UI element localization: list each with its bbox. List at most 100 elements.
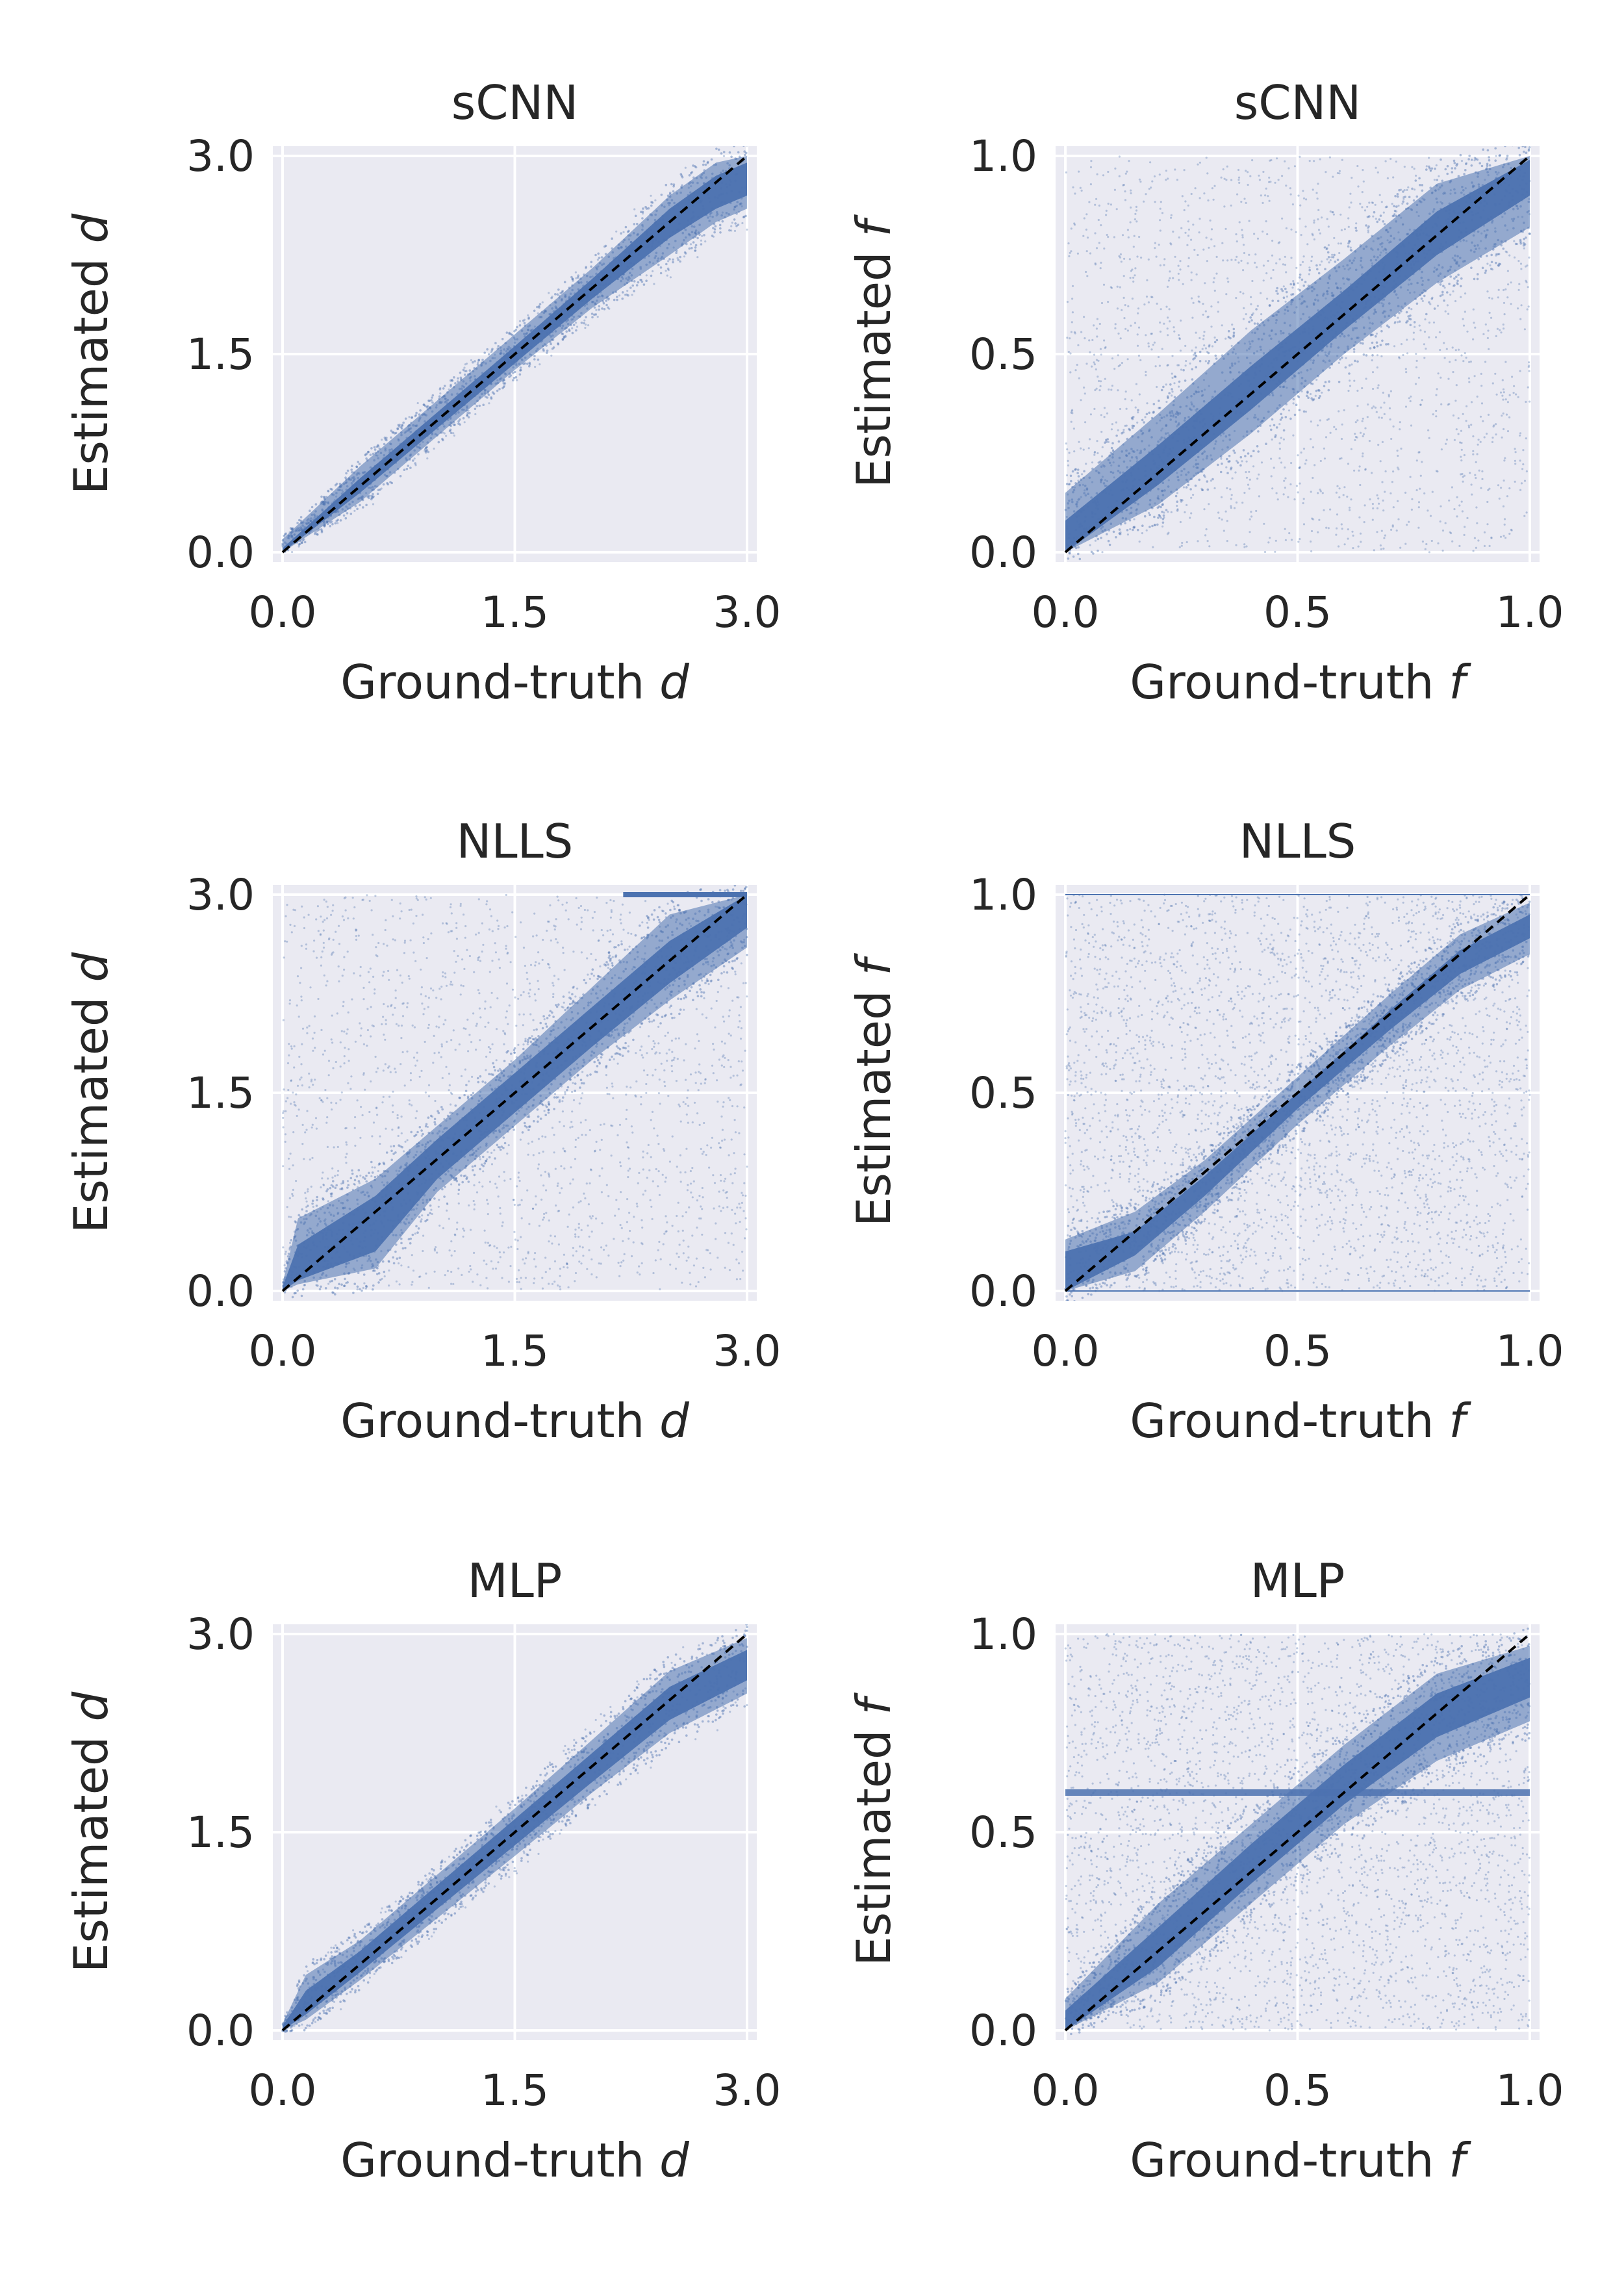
scatter-point — [1497, 264, 1500, 267]
scatter-point — [1195, 366, 1197, 368]
scatter-point — [1274, 181, 1276, 184]
scatter-point — [1193, 248, 1196, 251]
scatter-point — [1072, 186, 1074, 188]
scatter-point — [1180, 498, 1182, 502]
scatter-point — [538, 306, 540, 309]
scatter-point — [1258, 174, 1260, 177]
scatter-point — [1451, 167, 1454, 170]
scatter-point — [1371, 359, 1373, 362]
scatter-point — [1131, 418, 1134, 420]
scatter-point — [326, 522, 329, 526]
scatter-point — [1167, 279, 1170, 282]
scatter-point — [476, 405, 478, 407]
scatter-point — [1297, 491, 1299, 494]
scatter-point — [1384, 534, 1386, 537]
scatter-point — [487, 353, 490, 356]
scatter-point — [1364, 504, 1366, 507]
scatter-point — [1215, 255, 1218, 258]
scatter-point — [1527, 366, 1530, 368]
scatter-point — [1293, 283, 1295, 286]
scatter-point — [1229, 488, 1232, 491]
scatter-point — [1324, 268, 1326, 271]
scatter-point — [1218, 517, 1221, 520]
scatter-point — [1411, 498, 1414, 500]
scatter-point — [1274, 435, 1276, 439]
scatter-point — [327, 1060, 331, 1062]
scatter-point — [1457, 348, 1460, 351]
scatter-point — [1100, 301, 1104, 305]
scatter-point — [490, 351, 492, 353]
scatter-point — [1338, 487, 1341, 490]
scatter-point — [1289, 483, 1292, 486]
scatter-point — [1499, 391, 1503, 394]
scatter-point — [1118, 255, 1121, 257]
scatter-point — [1469, 472, 1471, 474]
scatter-point — [1512, 146, 1514, 147]
scatter-point — [318, 1097, 321, 1099]
scatter-point — [1152, 411, 1155, 414]
scatter-point — [1292, 402, 1295, 405]
scatter-point — [411, 416, 413, 419]
scatter-point — [1130, 270, 1132, 272]
scatter-point — [1227, 335, 1230, 339]
scatter-point — [546, 351, 548, 354]
scatter-point — [650, 201, 653, 203]
scatter-point — [1495, 423, 1497, 426]
scatter-point — [1460, 296, 1462, 298]
scatter-point — [442, 439, 444, 442]
scatter-point — [1117, 389, 1119, 392]
scatter-point — [449, 428, 452, 431]
scatter-point — [1093, 361, 1095, 364]
scatter-point — [1379, 460, 1382, 463]
scatter-point — [1364, 209, 1367, 212]
scatter-point — [1074, 468, 1077, 470]
scatter-point — [1477, 273, 1479, 275]
scatter-point — [706, 162, 709, 164]
scatter-point — [1453, 508, 1456, 511]
scatter-point — [1302, 502, 1304, 505]
scatter-point — [1367, 403, 1369, 406]
scatter-point — [1098, 242, 1100, 244]
scatter-point — [1208, 360, 1211, 363]
scatter-point — [1158, 407, 1161, 409]
scatter-point — [1147, 301, 1150, 303]
scatter-point — [1419, 403, 1422, 406]
scatter-point — [1445, 439, 1448, 441]
scatter-point — [1236, 461, 1239, 464]
scatter-point — [1359, 483, 1362, 487]
scatter-point — [1297, 194, 1300, 197]
scatter-point — [1095, 327, 1098, 330]
scatter-point — [1441, 293, 1444, 296]
scatter-point — [372, 452, 375, 455]
scatter-point — [389, 481, 392, 483]
scatter-point — [1525, 511, 1528, 514]
scatter-point — [1421, 461, 1423, 463]
scatter-point — [1415, 353, 1417, 355]
scatter-point — [1494, 147, 1497, 150]
scatter-point — [1375, 411, 1378, 413]
scatter-point — [412, 459, 414, 462]
scatter-point — [1488, 348, 1490, 351]
scatter-point — [1514, 480, 1516, 483]
scatter-point — [1351, 177, 1353, 179]
y-tick-label: 1.0 — [969, 131, 1037, 181]
scatter-point — [316, 533, 319, 536]
scatter-point — [719, 231, 722, 234]
scatter-point — [1100, 431, 1103, 433]
scatter-point — [1284, 255, 1286, 258]
scatter-point — [1093, 324, 1095, 327]
scatter-point — [328, 937, 331, 939]
x-tick-label: 3.0 — [713, 587, 781, 637]
scatter-point — [1343, 543, 1346, 546]
scatter-point — [1404, 491, 1407, 494]
scatter-point — [1417, 501, 1421, 504]
scatter-point — [1206, 172, 1209, 175]
scatter-point — [1448, 499, 1451, 502]
scatter-point — [1169, 277, 1171, 279]
scatter-point — [1230, 466, 1233, 469]
scatter-point — [1348, 506, 1351, 509]
scatter-point — [1417, 451, 1420, 454]
scatter-point — [539, 303, 542, 306]
scatter-point — [1372, 507, 1375, 510]
scatter-point — [1238, 181, 1241, 184]
